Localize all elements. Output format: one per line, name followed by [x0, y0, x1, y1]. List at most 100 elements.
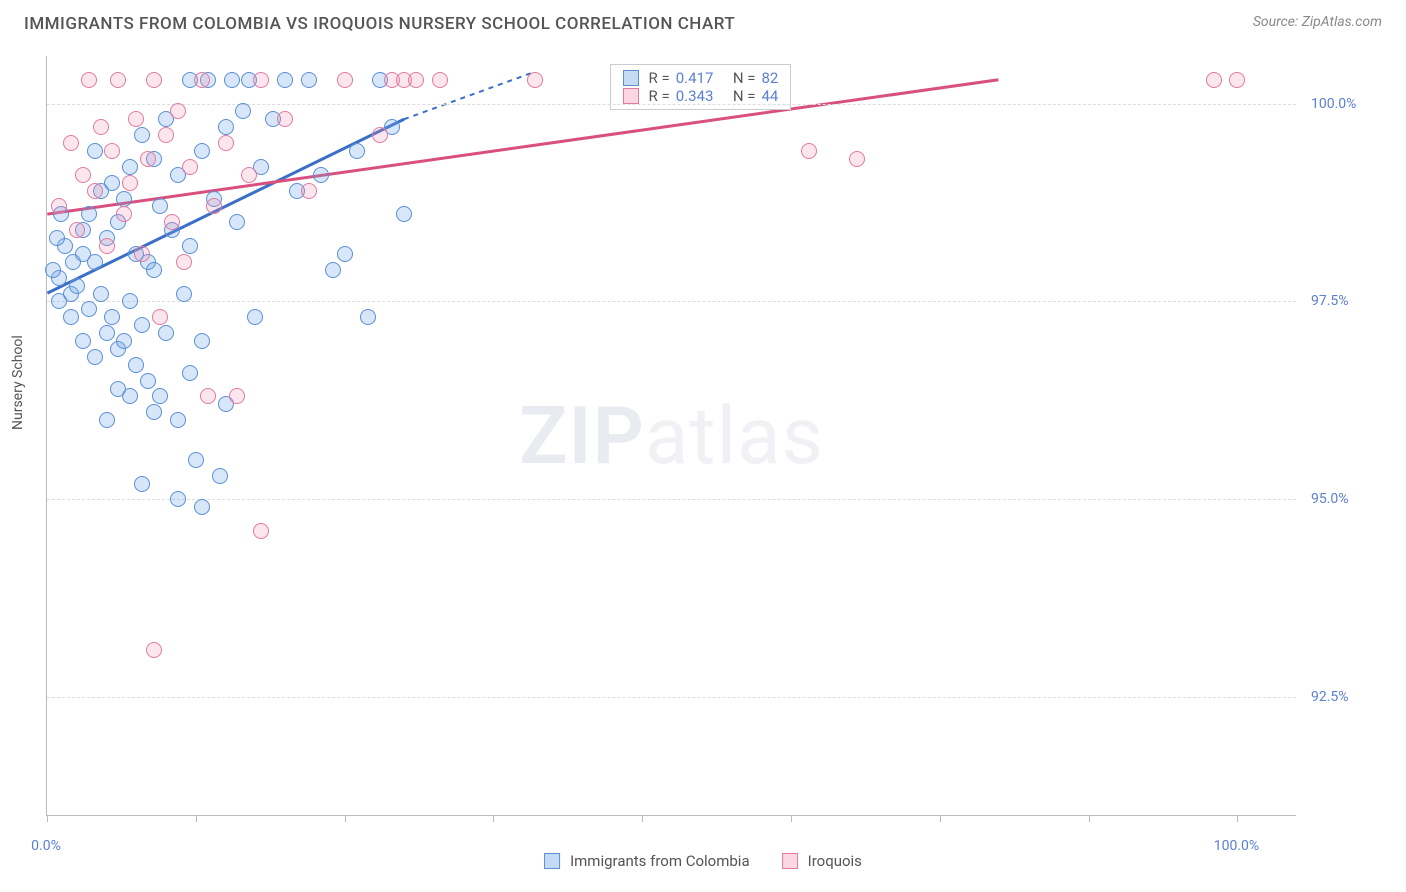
data-point	[212, 468, 228, 484]
data-point	[408, 72, 424, 88]
data-point	[241, 167, 257, 183]
ytick-label: 97.5%	[1311, 293, 1381, 309]
xtick-label-right: 100.0%	[1214, 838, 1259, 854]
data-point	[134, 127, 150, 143]
xtick	[345, 815, 346, 822]
data-point	[277, 111, 293, 127]
data-point	[104, 309, 120, 325]
data-point	[170, 491, 186, 507]
data-point	[51, 293, 67, 309]
data-point	[200, 388, 216, 404]
data-point	[51, 198, 67, 214]
data-point	[527, 72, 543, 88]
xtick	[1089, 815, 1090, 822]
data-point	[116, 191, 132, 207]
legend-item: Immigrants from Colombia	[544, 852, 750, 870]
data-point	[188, 452, 204, 468]
data-point	[140, 151, 156, 167]
xtick	[642, 815, 643, 822]
data-point	[1206, 72, 1222, 88]
data-point	[277, 72, 293, 88]
data-point	[122, 293, 138, 309]
data-point	[224, 72, 240, 88]
data-point	[176, 254, 192, 270]
data-point	[93, 119, 109, 135]
data-point	[146, 404, 162, 420]
data-point	[194, 143, 210, 159]
data-point	[81, 72, 97, 88]
xtick	[940, 815, 941, 822]
data-point	[235, 103, 251, 119]
data-point	[134, 317, 150, 333]
data-point	[396, 206, 412, 222]
data-point	[206, 198, 222, 214]
data-point	[146, 262, 162, 278]
data-point	[301, 72, 317, 88]
ytick-label: 100.0%	[1311, 96, 1381, 112]
data-point	[116, 206, 132, 222]
stats-row: R = 0.343 N = 44	[623, 87, 779, 105]
data-point	[801, 143, 817, 159]
data-point	[122, 159, 138, 175]
legend-swatch	[623, 88, 639, 104]
data-point	[104, 143, 120, 159]
data-point	[194, 333, 210, 349]
gridline-y	[47, 104, 1296, 105]
data-point	[194, 72, 210, 88]
data-point	[313, 167, 329, 183]
data-point	[301, 183, 317, 199]
data-point	[122, 175, 138, 191]
data-point	[152, 198, 168, 214]
y-axis-label: Nursery School	[10, 335, 26, 430]
scatter-plot: ZIPatlas R = 0.417 N = 82R = 0.343 N = 4…	[46, 56, 1296, 816]
gridline-y	[47, 301, 1296, 302]
data-point	[247, 309, 263, 325]
data-point	[360, 309, 376, 325]
data-point	[432, 72, 448, 88]
data-point	[93, 286, 109, 302]
xtick	[791, 815, 792, 822]
data-point	[152, 388, 168, 404]
data-point	[182, 238, 198, 254]
xtick-label-left: 0.0%	[31, 838, 61, 854]
stats-row: R = 0.417 N = 82	[623, 69, 779, 87]
data-point	[75, 167, 91, 183]
data-point	[182, 159, 198, 175]
data-point	[128, 357, 144, 373]
trend-lines	[47, 56, 1296, 815]
data-point	[229, 214, 245, 230]
data-point	[253, 72, 269, 88]
legend-item: Iroquois	[782, 852, 862, 870]
data-point	[134, 246, 150, 262]
data-point	[128, 111, 144, 127]
data-point	[99, 412, 115, 428]
data-point	[63, 309, 79, 325]
ytick-label: 95.0%	[1311, 491, 1381, 507]
data-point	[164, 214, 180, 230]
xtick	[196, 815, 197, 822]
data-point	[75, 333, 91, 349]
data-point	[218, 135, 234, 151]
watermark: ZIPatlas	[519, 389, 824, 483]
gridline-y	[47, 697, 1296, 698]
data-point	[349, 143, 365, 159]
data-point	[146, 642, 162, 658]
data-point	[253, 523, 269, 539]
data-point	[134, 476, 150, 492]
data-point	[99, 325, 115, 341]
legend-swatch	[782, 853, 798, 869]
data-point	[194, 499, 210, 515]
data-point	[69, 222, 85, 238]
data-point	[229, 388, 245, 404]
ytick-label: 92.5%	[1311, 689, 1381, 705]
data-point	[146, 72, 162, 88]
data-point	[87, 143, 103, 159]
data-point	[49, 230, 65, 246]
data-point	[87, 349, 103, 365]
data-point	[81, 206, 97, 222]
data-point	[116, 333, 132, 349]
data-point	[63, 135, 79, 151]
chart-title: IMMIGRANTS FROM COLOMBIA VS IROQUOIS NUR…	[24, 14, 735, 34]
data-point	[69, 278, 85, 294]
data-point	[176, 286, 192, 302]
